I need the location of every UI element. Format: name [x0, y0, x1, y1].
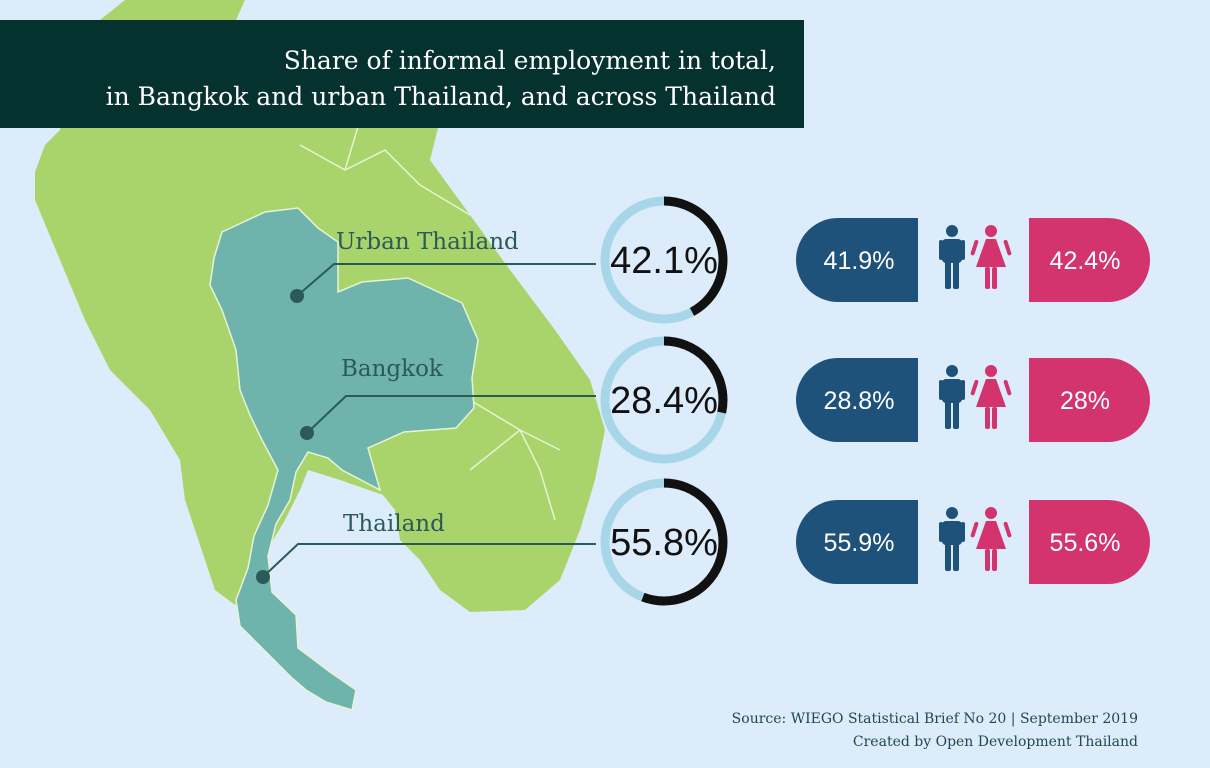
male-value-bangkok: 28.8%	[824, 387, 895, 415]
donut-arc-bangkok	[600, 336, 728, 464]
donut-charts: 42.1% 28.4% 55.8%	[600, 196, 728, 606]
source-line-2: Created by Open Development Thailand	[852, 734, 1138, 750]
woman-icon	[970, 225, 1012, 289]
donut-bangkok: 28.4%	[600, 336, 728, 464]
marker-urban-thailand	[290, 289, 304, 303]
thailand-shape	[209, 207, 479, 711]
sex-breakdown: 41.9% 42.4% 28.8% 28% 55.9% 55.6%	[796, 218, 1150, 584]
sex-row-thailand: 55.9% 55.6%	[796, 500, 1150, 584]
bangkok-group	[300, 395, 596, 440]
woman-icon	[970, 365, 1012, 429]
urban-thailand-group	[290, 263, 596, 303]
label-bangkok: Bangkok	[341, 356, 443, 382]
title-line-1: Share of informal employment in total,	[283, 46, 776, 75]
leader-line-thailand	[262, 543, 596, 578]
woman-icon	[970, 507, 1012, 571]
male-pill-thailand	[796, 500, 918, 584]
title-line-2: in Bangkok and urban Thailand, and acros…	[105, 82, 776, 111]
marker-bangkok	[300, 426, 314, 440]
man-icon	[939, 365, 965, 429]
donut-urban-thailand: 42.1%	[600, 196, 728, 324]
female-pill-bangkok	[1029, 358, 1150, 442]
source-line-1: Source: WIEGO Statistical Brief No 20 | …	[731, 711, 1138, 727]
female-pill-urban-thailand	[1029, 218, 1150, 302]
donut-arc-thailand	[600, 478, 728, 606]
label-urban-thailand: Urban Thailand	[336, 229, 519, 255]
female-pill-thailand	[1029, 500, 1150, 584]
female-value-bangkok: 28%	[1060, 387, 1110, 415]
male-value-thailand: 55.9%	[824, 529, 895, 557]
sex-row-urban-thailand: 41.9% 42.4%	[796, 218, 1150, 302]
sex-row-bangkok: 28.8% 28%	[796, 358, 1150, 442]
thailand-group	[256, 543, 596, 584]
map	[35, 0, 605, 711]
donut-value-bangkok: 28.4%	[610, 380, 718, 422]
female-value-thailand: 55.6%	[1050, 529, 1121, 557]
male-pill-urban-thailand	[796, 218, 918, 302]
title-banner: Share of informal employment in total, i…	[0, 20, 804, 128]
male-value-urban-thailand: 41.9%	[824, 247, 895, 275]
donut-value-thailand: 55.8%	[610, 522, 718, 564]
donut-arc-urban-thailand	[600, 196, 728, 324]
leader-line-urban-thailand	[296, 263, 596, 297]
man-icon	[939, 507, 965, 571]
female-value-urban-thailand: 42.4%	[1050, 247, 1121, 275]
male-pill-bangkok	[796, 358, 918, 442]
label-thailand: Thailand	[343, 511, 445, 537]
marker-thailand	[256, 570, 270, 584]
donut-thailand: 55.8%	[600, 478, 728, 606]
man-icon	[939, 225, 965, 289]
donut-value-urban-thailand: 42.1%	[610, 240, 718, 282]
leader-line-bangkok	[306, 395, 596, 434]
